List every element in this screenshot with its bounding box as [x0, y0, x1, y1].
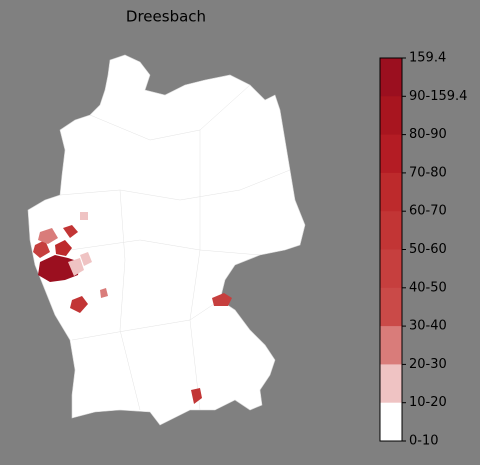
region-mid	[70, 296, 88, 313]
region-mid	[38, 228, 58, 244]
colorbar-label: 10-20	[409, 395, 447, 410]
colorbar-segment	[380, 96, 402, 136]
colorbar-segment	[380, 249, 402, 289]
colorbar-label: 159.4	[409, 51, 446, 66]
region-mid	[191, 388, 202, 404]
colorbar-segment	[380, 58, 402, 97]
colorbar-label: 70-80	[409, 165, 447, 180]
colorbar-segment	[380, 364, 402, 404]
region-light	[68, 258, 84, 276]
region-mid	[63, 225, 78, 238]
colorbar-label: 0-10	[409, 434, 439, 449]
colorbar-segment	[380, 326, 402, 365]
colorbar-label: 80-90	[409, 127, 447, 142]
region-borders	[59, 84, 291, 411]
colorbar-label: 40-50	[409, 280, 447, 295]
map-title: Dreesbach	[126, 8, 206, 26]
colorbar-segment	[380, 211, 402, 250]
country-shape	[27, 54, 306, 426]
colorbar-label: 60-70	[409, 204, 447, 219]
region-mid	[212, 293, 232, 306]
region-light	[100, 288, 108, 298]
colorbar-label: 20-30	[409, 357, 447, 372]
colorbar-label: 30-40	[409, 319, 447, 334]
colorbar-segment	[380, 172, 402, 212]
colorbar: 159.4 90-159.4 80-90 70-80 60-70 50-60 40-50 30…	[379, 51, 467, 449]
colorbar-label: 90-159.4	[409, 89, 467, 104]
germany-map	[27, 54, 306, 426]
region-dark	[55, 240, 72, 256]
region-light	[80, 252, 92, 266]
colorbar-segment	[380, 287, 402, 327]
region-light	[80, 212, 88, 220]
colorbar-segment	[380, 134, 402, 174]
colorbar-label: 50-60	[409, 242, 447, 257]
region-mid	[33, 240, 50, 258]
colorbar-segment	[380, 402, 402, 442]
